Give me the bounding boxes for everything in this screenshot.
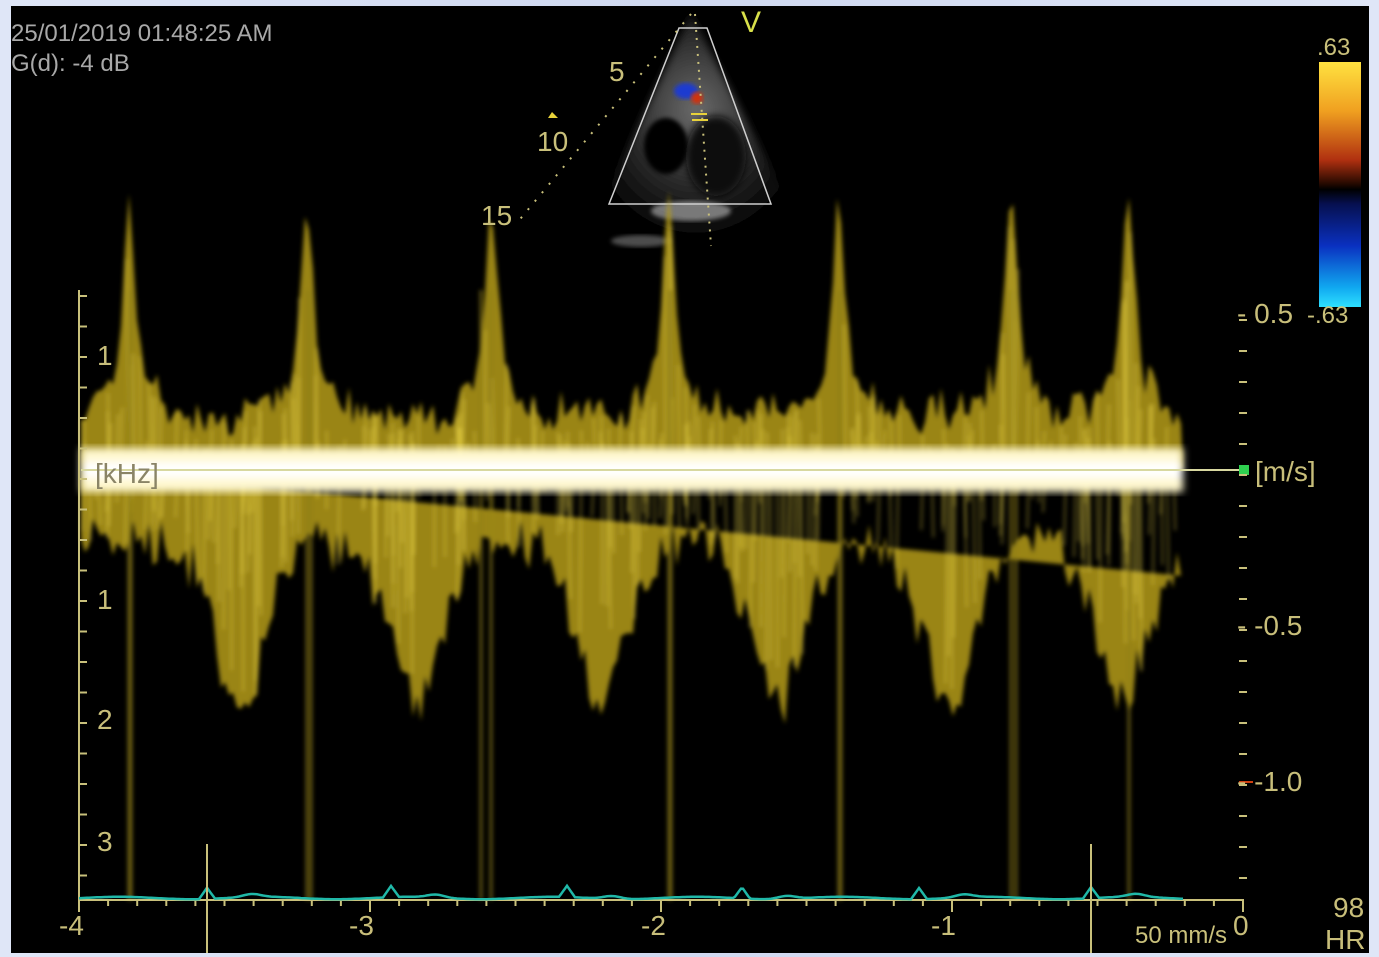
color-scale-bottom: -.63 — [1307, 302, 1349, 329]
doppler-spectrum — [81, 191, 1183, 900]
color-velocity-scale — [1319, 62, 1361, 307]
right-velocity-axis — [1239, 319, 1247, 879]
right-tick-label: - -0.5 — [1237, 610, 1303, 641]
sector-mode-marker: V — [741, 6, 762, 39]
time-tick-label: -4 — [59, 910, 84, 941]
left-axis-unit: [kHz] — [95, 458, 159, 489]
echo-sector-image — [515, 13, 801, 254]
time-tick-label: 0 — [1233, 910, 1249, 941]
time-tick-label: -3 — [349, 910, 374, 941]
depth-label-5: 5 — [609, 56, 625, 87]
left-tick-label: 1 — [97, 584, 113, 615]
time-tick-label: -2 — [641, 910, 666, 941]
sweep-speed: 50 mm/s — [1135, 922, 1228, 949]
heart-rate-label: HR — [1325, 924, 1366, 953]
left-frequency-axis — [78, 290, 87, 900]
doppler-gain: G(d): -4 dB — [11, 50, 130, 77]
left-tick-label: 2 — [97, 704, 113, 735]
color-scale-top: .63 — [1317, 34, 1351, 61]
exam-datetime: 25/01/2019 01:48:25 AM — [11, 20, 273, 47]
baseline-handle[interactable] — [1239, 465, 1249, 475]
ecg-trace — [78, 883, 1184, 901]
depth-label-15: 15 — [481, 200, 513, 231]
right-tick-label: - 0.5 — [1237, 298, 1294, 329]
doppler-scene — [78, 13, 1253, 953]
right-tick-label: - -1.0 — [1237, 766, 1303, 797]
depth-label-10: 10 — [537, 126, 569, 157]
right-axis-unit: [m/s] — [1255, 456, 1316, 487]
heart-rate-value: 98 — [1333, 892, 1365, 923]
left-tick-label: 1 — [97, 340, 113, 371]
left-tick-label: 3 — [97, 826, 113, 857]
time-tick-label: -1 — [931, 910, 956, 941]
ultrasound-display: 25/01/2019 01:48:25 AM G(d): -4 dB V 5 1… — [11, 6, 1369, 953]
